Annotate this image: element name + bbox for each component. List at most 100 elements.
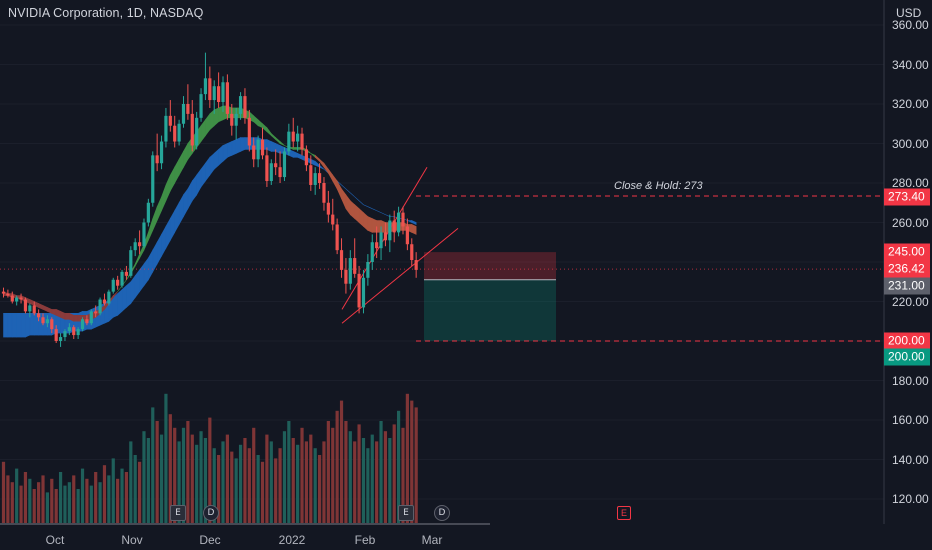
volume-bar bbox=[164, 393, 168, 523]
fast-ema-band bbox=[354, 204, 360, 224]
slow-ema-band bbox=[354, 196, 360, 201]
price-tag: 273.40 bbox=[884, 188, 930, 206]
price-tag: 245.00 bbox=[884, 243, 930, 261]
volume-bar bbox=[388, 438, 392, 523]
fast-ema-band bbox=[253, 115, 259, 127]
volume-bar bbox=[348, 431, 352, 523]
slow-ema-band bbox=[11, 313, 17, 338]
candle-body bbox=[379, 232, 383, 249]
candle-body bbox=[278, 167, 282, 178]
volume-bar bbox=[392, 424, 396, 523]
slow-ema-band bbox=[187, 179, 193, 210]
candle-body bbox=[67, 327, 71, 332]
earnings-event-icon[interactable]: E bbox=[170, 505, 186, 521]
price-scale-label: 360.00 bbox=[892, 18, 929, 32]
volume-bar bbox=[278, 448, 282, 523]
position-zones[interactable] bbox=[424, 252, 556, 341]
volume-bar bbox=[234, 458, 238, 523]
price-scale-label: 140.00 bbox=[892, 452, 929, 467]
dividend-event-icon[interactable]: D bbox=[434, 505, 450, 521]
price-scale-label: 320.00 bbox=[892, 97, 929, 111]
dividend-event-icon[interactable]: D bbox=[203, 505, 219, 521]
fast-ema-band bbox=[205, 112, 211, 137]
volume-bar bbox=[186, 421, 190, 523]
volume-bar bbox=[401, 427, 405, 523]
candle-body bbox=[181, 104, 186, 124]
candle-body bbox=[186, 104, 190, 114]
volume-bar bbox=[107, 475, 111, 523]
volume-bar bbox=[80, 468, 85, 523]
slow-ema-band bbox=[20, 313, 26, 338]
slow-ema-band bbox=[218, 144, 224, 166]
slow-ema-band bbox=[156, 233, 162, 266]
candle-body bbox=[190, 113, 194, 146]
candle-body bbox=[168, 115, 172, 126]
volume-bar bbox=[212, 448, 216, 523]
slow-ema-band bbox=[292, 150, 298, 158]
slow-ema-band bbox=[297, 152, 303, 160]
stop-loss-zone bbox=[424, 252, 556, 280]
candle-body bbox=[392, 220, 396, 233]
slow-ema-band bbox=[231, 139, 237, 156]
slow-ema-band bbox=[196, 168, 202, 197]
volume-bar bbox=[256, 455, 260, 523]
volume-bar bbox=[37, 482, 41, 523]
volume-bar bbox=[195, 444, 199, 523]
time-scale-label: Feb bbox=[354, 533, 376, 547]
candle-body bbox=[252, 145, 256, 160]
candle-body bbox=[326, 202, 330, 215]
volume-bar bbox=[282, 431, 287, 523]
slow-ema-band bbox=[235, 137, 241, 154]
candle-body bbox=[247, 117, 251, 146]
candle-body bbox=[410, 244, 414, 261]
candle-body bbox=[225, 82, 229, 114]
volume-bar bbox=[414, 407, 418, 523]
candle-body bbox=[344, 269, 348, 284]
candle-body bbox=[375, 242, 379, 249]
candle-body bbox=[111, 279, 115, 292]
price-scale-label: 220.00 bbox=[892, 294, 929, 309]
grid-lines bbox=[0, 24, 884, 500]
slow-ema-band bbox=[222, 143, 228, 162]
candle-body bbox=[98, 299, 102, 314]
volume-bar bbox=[247, 448, 251, 523]
volume-bar bbox=[151, 407, 155, 523]
slow-ema-band bbox=[372, 208, 377, 211]
candle-body bbox=[85, 319, 89, 324]
upcoming-earnings-icon[interactable]: E bbox=[617, 506, 631, 520]
fast-ema-band bbox=[314, 154, 320, 162]
volume-bar bbox=[208, 417, 212, 523]
take-profit-zone bbox=[424, 279, 556, 341]
volume-bar bbox=[15, 468, 19, 523]
volume-bar bbox=[252, 427, 256, 523]
fast-ema-band bbox=[323, 162, 329, 175]
candle-body bbox=[405, 226, 409, 245]
currency-label[interactable]: USD bbox=[896, 6, 922, 20]
price-scale-label: 340.00 bbox=[892, 57, 929, 72]
volume-bar bbox=[50, 478, 54, 523]
slow-ema-band bbox=[126, 281, 132, 309]
close-hold-annotation[interactable]: Close & Hold: 273 bbox=[614, 180, 703, 192]
candle-body bbox=[63, 331, 67, 338]
slow-ema-band bbox=[209, 152, 215, 177]
fast-ema-band bbox=[363, 211, 369, 232]
volume-bar bbox=[116, 478, 120, 523]
slow-ema-band bbox=[314, 160, 320, 168]
fast-ema-band bbox=[380, 220, 386, 233]
slow-ema-band bbox=[139, 263, 145, 293]
fast-ema-band bbox=[165, 174, 171, 201]
slow-ema-band bbox=[42, 313, 48, 336]
volume-bars bbox=[1, 393, 418, 523]
earnings-event-icon[interactable]: E bbox=[398, 505, 414, 521]
volume-bar bbox=[159, 434, 164, 523]
symbol-title[interactable]: NVIDIA Corporation, 1D, NASDAQ bbox=[8, 6, 204, 20]
candle-body bbox=[23, 299, 28, 312]
candle-body bbox=[19, 297, 23, 300]
candle-body bbox=[388, 220, 392, 241]
candle-body bbox=[89, 311, 93, 324]
candle-body bbox=[230, 113, 234, 126]
slow-ema-band bbox=[345, 188, 351, 194]
price-scale-label: 280.00 bbox=[892, 176, 929, 190]
